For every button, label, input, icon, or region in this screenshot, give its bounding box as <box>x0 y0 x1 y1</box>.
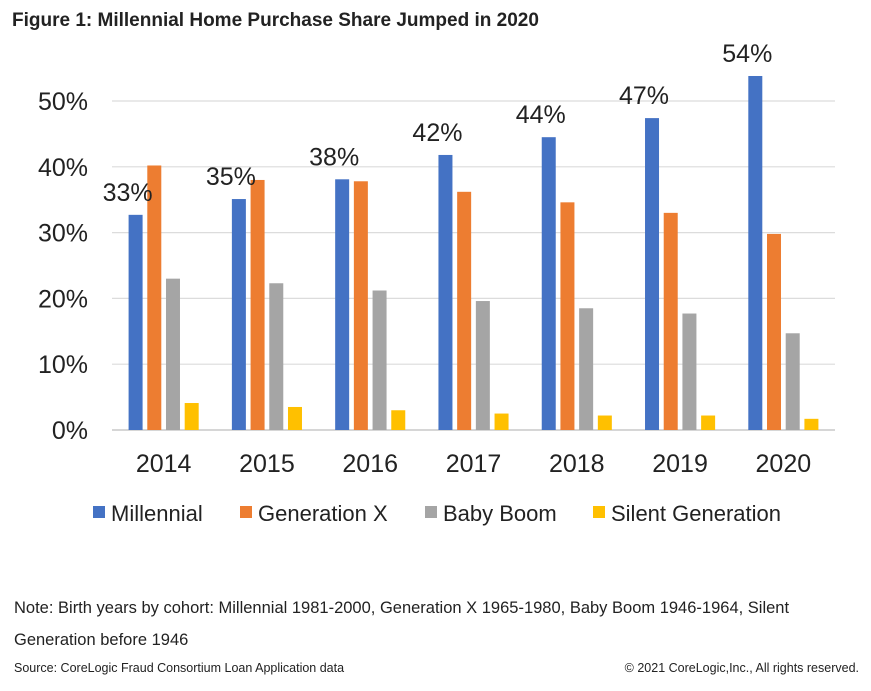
chart-title: Figure 1: Millennial Home Purchase Share… <box>12 10 539 31</box>
x-tick-label: 2015 <box>239 450 295 478</box>
y-tick-label: 40% <box>38 154 88 182</box>
bar-millennial <box>748 75 763 430</box>
x-tick-label: 2016 <box>342 450 398 478</box>
y-tick-label: 30% <box>38 220 88 248</box>
gridlines <box>112 100 835 431</box>
data-label: 54% <box>722 40 772 68</box>
bar-millennial <box>438 154 453 430</box>
bar-silent-generation <box>391 410 406 430</box>
bar-silent-generation <box>184 403 199 430</box>
y-tick-label: 50% <box>38 88 88 116</box>
x-tick-label: 2017 <box>446 450 502 478</box>
bars <box>128 75 819 430</box>
bar-generation-x <box>250 179 265 430</box>
bar-millennial <box>645 118 660 430</box>
bar-silent-generation <box>494 413 509 430</box>
legend: Millennial Generation X Baby Boom Silent Ge… <box>93 501 781 526</box>
legend-swatch <box>425 506 437 518</box>
y-tick-label: 0% <box>52 417 88 445</box>
legend-label: Silent Generation <box>611 501 781 526</box>
data-labels: 33% 35% 38% 42% 44% 47% 54% <box>103 40 773 207</box>
bar-baby-boom <box>785 333 800 430</box>
source-text: Source: CoreLogic Fraud Consortium Loan … <box>14 661 345 675</box>
legend-label: Millennial <box>111 501 203 526</box>
bar-baby-boom <box>269 283 284 430</box>
bar-generation-x <box>767 233 782 430</box>
bar-baby-boom <box>682 313 697 430</box>
bar-generation-x <box>663 212 678 430</box>
bar-generation-x <box>353 181 368 430</box>
x-axis-ticks: 2014 2015 2016 2017 2018 2019 2020 <box>136 450 811 478</box>
bar-silent-generation <box>287 406 302 430</box>
bar-generation-x <box>457 191 472 430</box>
y-tick-label: 20% <box>38 285 88 313</box>
bar-millennial <box>231 199 246 430</box>
bar-millennial <box>541 137 556 430</box>
cohort-note: Note: Birth years by cohort: Millennial … <box>14 599 790 649</box>
bar-baby-boom <box>579 308 594 430</box>
data-label: 42% <box>412 119 462 147</box>
bar-millennial <box>335 179 350 430</box>
legend-label: Generation X <box>258 501 388 526</box>
bar-baby-boom <box>475 301 490 430</box>
copyright-text: © 2021 CoreLogic,Inc., All rights reserv… <box>624 661 859 675</box>
legend-swatch <box>240 506 252 518</box>
bar-millennial <box>128 214 143 430</box>
data-label: 44% <box>516 101 566 129</box>
y-tick-label: 10% <box>38 351 88 379</box>
bar-baby-boom <box>165 278 180 430</box>
data-label: 33% <box>103 179 153 207</box>
x-tick-label: 2018 <box>549 450 605 478</box>
bar-generation-x <box>560 202 575 430</box>
legend-label: Baby Boom <box>443 501 557 526</box>
data-label: 38% <box>309 143 359 171</box>
x-tick-label: 2019 <box>652 450 708 478</box>
legend-swatch <box>93 506 105 518</box>
bar-silent-generation <box>804 418 819 430</box>
legend-swatch <box>593 506 605 518</box>
bar-generation-x <box>147 165 162 430</box>
data-label: 47% <box>619 82 669 110</box>
bar-silent-generation <box>597 415 612 430</box>
bar-chart: 0%10%20%30%40%50% 33%35%38%42%44%47%54% … <box>38 40 835 526</box>
bar-silent-generation <box>701 415 716 430</box>
data-label: 35% <box>206 163 256 191</box>
y-axis-ticks: 0% 10% 20% 30% 40% 50% <box>38 88 88 445</box>
x-tick-label: 2020 <box>756 450 812 478</box>
x-tick-label: 2014 <box>136 450 192 478</box>
bar-baby-boom <box>372 290 387 430</box>
